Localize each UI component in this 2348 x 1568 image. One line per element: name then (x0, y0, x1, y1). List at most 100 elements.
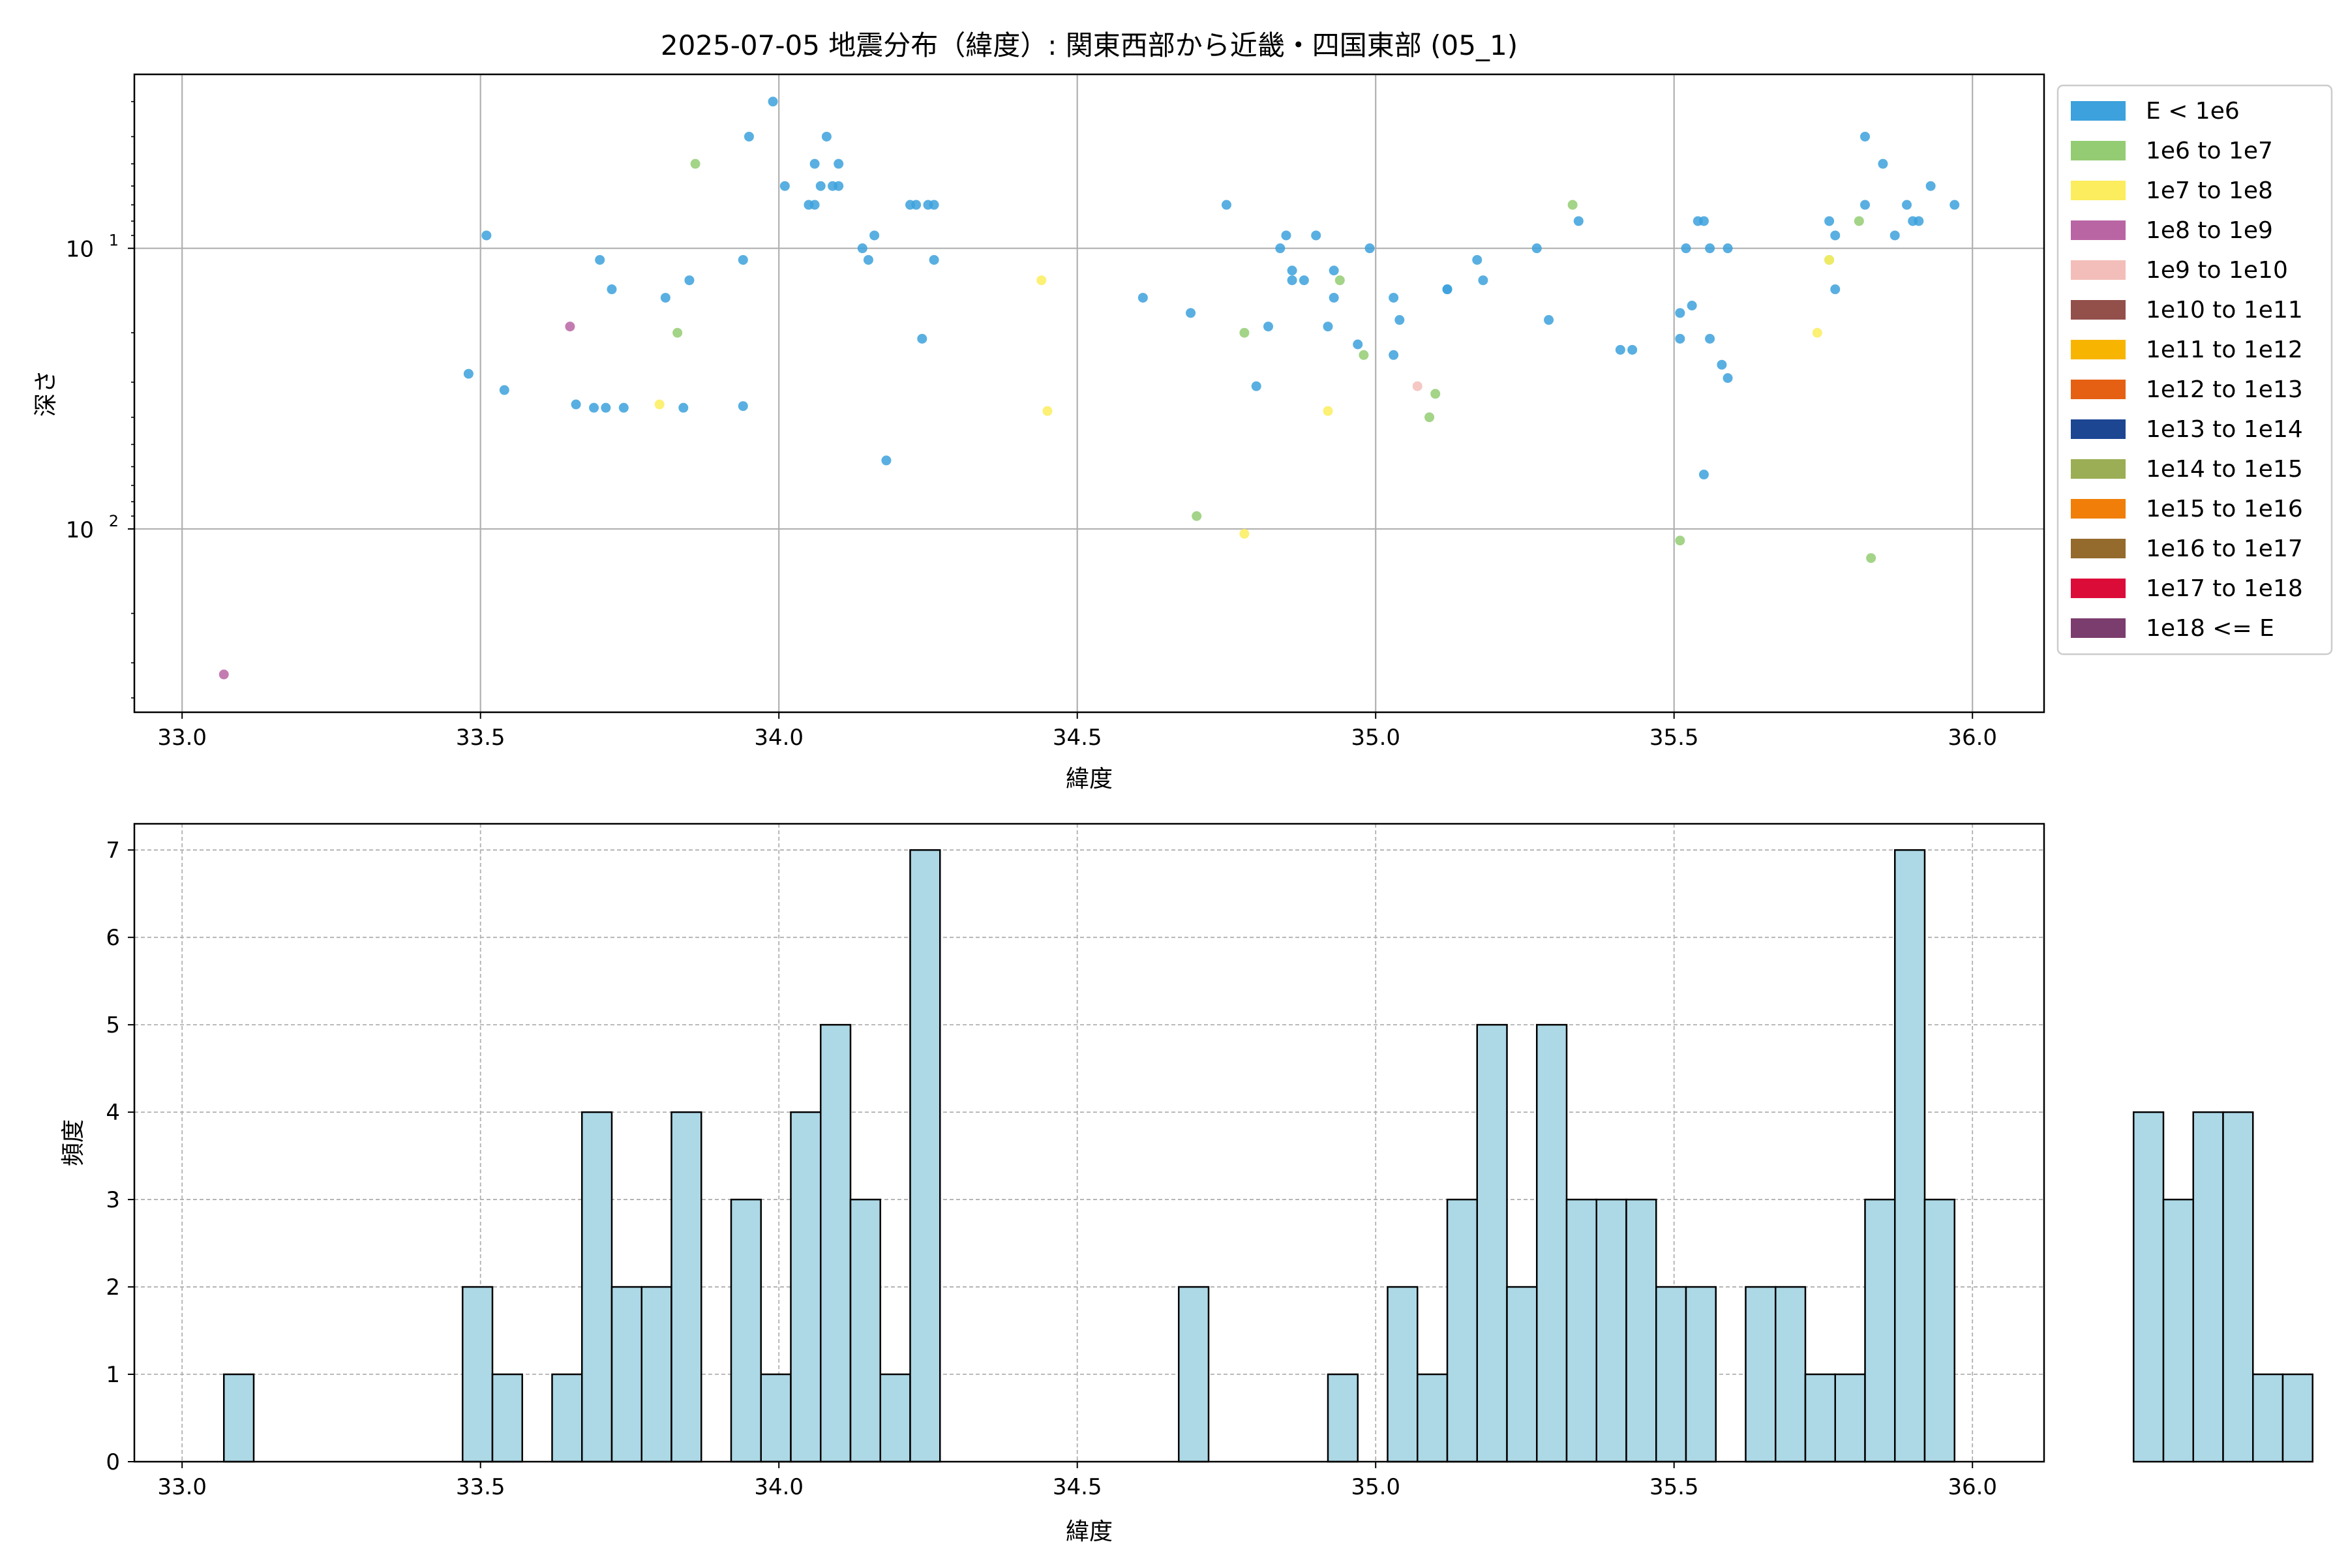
histogram-x-tick-label: 34.0 (754, 1474, 804, 1500)
scatter-point (589, 402, 599, 413)
histogram-bar (1625, 1198, 1657, 1463)
scatter-point (809, 200, 820, 210)
legend-label: 1e6 to 1e7 (2146, 138, 2273, 164)
legend-label: 1e13 to 1e14 (2146, 416, 2303, 443)
scatter-point (684, 275, 695, 286)
scatter-point (1824, 216, 1835, 226)
histogram-x-tick-label: 36.0 (1948, 1474, 1997, 1500)
scatter-point (481, 230, 492, 241)
scatter-point (1251, 381, 1261, 391)
histogram-bar (491, 1373, 523, 1463)
scatter-point (1854, 216, 1864, 226)
scatter-points (218, 97, 1960, 680)
scatter-point (1192, 511, 1202, 521)
scatter-point (1239, 327, 1250, 338)
scatter-point (1412, 381, 1422, 391)
scatter-point (1812, 327, 1822, 338)
histogram-bar (1327, 1373, 1359, 1463)
scatter-point (929, 254, 939, 265)
legend-swatch (2071, 101, 2126, 121)
scatter-point (917, 333, 927, 344)
histogram-y-tick-label: 4 (106, 1100, 120, 1126)
legend-swatch (2071, 340, 2126, 359)
histogram-bar (551, 1373, 583, 1463)
histogram-bar (1685, 1286, 1717, 1463)
scatter-y-axis-label: 深さ (33, 370, 59, 417)
scatter-x-tick-label: 34.0 (754, 725, 804, 751)
scatter-point (1878, 158, 1888, 169)
legend-label: 1e16 to 1e17 (2146, 535, 2303, 562)
scatter-point (1353, 339, 1363, 350)
scatter-x-tick-label: 35.0 (1351, 725, 1400, 751)
scatter-x-tick-label: 33.5 (456, 725, 505, 751)
legend: E < 1e6 1e6 to 1e7 1e7 to 1e8 1e8 to 1e9 1e9… (2056, 84, 2333, 656)
histogram-bar (1864, 1198, 1896, 1463)
legend-swatch (2071, 579, 2126, 598)
legend-swatch (2071, 499, 2126, 519)
scatter-point (1544, 315, 1554, 325)
scatter-point (779, 181, 790, 191)
histogram-bar (2222, 1111, 2254, 1463)
histogram-y-tick-label: 2 (106, 1274, 120, 1301)
histogram-bar (2192, 1111, 2224, 1463)
scatter-point (1334, 275, 1345, 286)
scatter-point (738, 401, 748, 412)
scatter-point (1275, 243, 1286, 254)
scatter-point (1567, 200, 1578, 210)
scatter-point (1430, 389, 1441, 399)
scatter-point (1573, 216, 1584, 226)
histogram-x-tick-label: 35.5 (1649, 1474, 1699, 1500)
scatter-point (1287, 275, 1297, 286)
histogram-bar (462, 1286, 494, 1463)
histogram-bar (1834, 1373, 1866, 1463)
scatter-point (1478, 275, 1488, 286)
histogram-bar (879, 1373, 911, 1463)
scatter-point (1866, 553, 1876, 564)
scatter-point (1531, 243, 1542, 254)
scatter-point (607, 284, 617, 295)
histogram-bar (790, 1111, 822, 1463)
legend-label: 1e17 to 1e18 (2146, 575, 2303, 602)
scatter-x-tick-label: 36.0 (1948, 725, 1997, 751)
scatter-point (1925, 181, 1936, 191)
histogram-bar (1775, 1286, 1807, 1463)
legend-label: 1e15 to 1e16 (2146, 496, 2303, 522)
histogram-y-tick-label: 5 (106, 1012, 120, 1038)
histogram-bar (820, 1023, 852, 1463)
histogram-bar (581, 1111, 613, 1463)
scatter-point (1698, 216, 1709, 226)
histogram-y-ticks: 0 1 2 3 4 5 6 7 (106, 837, 134, 1475)
histogram-axes-frame (133, 822, 2045, 1463)
scatter-point (1299, 275, 1309, 286)
scatter-point (1137, 292, 1148, 303)
scatter-point (1698, 470, 1709, 480)
scatter-point (218, 669, 229, 680)
legend-swatch (2071, 539, 2126, 558)
histogram-x-tick-label: 33.5 (456, 1474, 505, 1500)
scatter-x-tick-label: 35.5 (1649, 725, 1699, 751)
scatter-point (1389, 350, 1399, 360)
scatter-point (660, 292, 670, 303)
scatter-axes-frame (133, 73, 2045, 714)
scatter-plot-area (134, 74, 2044, 712)
scatter-point (1675, 535, 1685, 546)
scatter-point (654, 399, 665, 410)
histogram-bar (1894, 849, 1926, 1463)
scatter-y-ticks: 10 1 10 2 (66, 100, 134, 699)
scatter-point (863, 254, 873, 265)
histogram-panel: 33.0 33.5 34.0 34.5 35.0 35.5 36.0 0 1 2 3 4 5 6 7 緯度… (60, 822, 2313, 1545)
scatter-point (1287, 265, 1297, 276)
histogram-x-tick-label: 34.5 (1053, 1474, 1102, 1500)
legend-label: 1e12 to 1e13 (2146, 376, 2303, 403)
scatter-point (1221, 200, 1231, 210)
histogram-x-axis-label: 緯度 (1066, 1518, 1113, 1545)
scatter-point (1394, 315, 1405, 325)
scatter-point (463, 369, 474, 379)
histogram-y-tick-label: 1 (106, 1362, 120, 1388)
legend-swatch (2071, 618, 2126, 638)
histogram-bar (1476, 1023, 1508, 1463)
scatter-point (1323, 406, 1333, 416)
scatter-point (1329, 265, 1339, 276)
scatter-point (821, 131, 832, 142)
